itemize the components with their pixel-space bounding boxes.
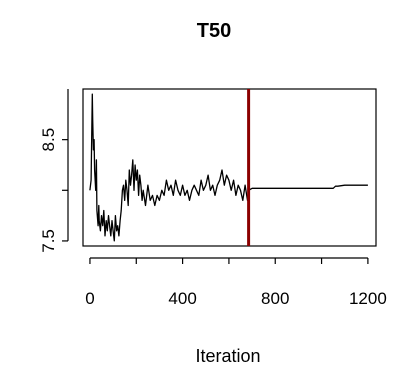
x-tick-label: 0	[85, 289, 94, 308]
plot-frame	[82, 88, 377, 247]
trace-line	[89, 93, 368, 242]
chart-title: T50	[197, 20, 231, 42]
y-axis: 7.5 8.5	[39, 89, 69, 253]
x-axis-label: Iteration	[195, 346, 260, 366]
x-tick-label: 1200	[349, 289, 387, 308]
x-tick-label: 400	[168, 289, 196, 308]
y-tick-label: 7.5	[39, 229, 58, 253]
y-tick-label: 8.5	[39, 128, 58, 152]
x-tick-label: 800	[261, 289, 289, 308]
x-axis: 0 400 800 1200	[85, 257, 387, 308]
